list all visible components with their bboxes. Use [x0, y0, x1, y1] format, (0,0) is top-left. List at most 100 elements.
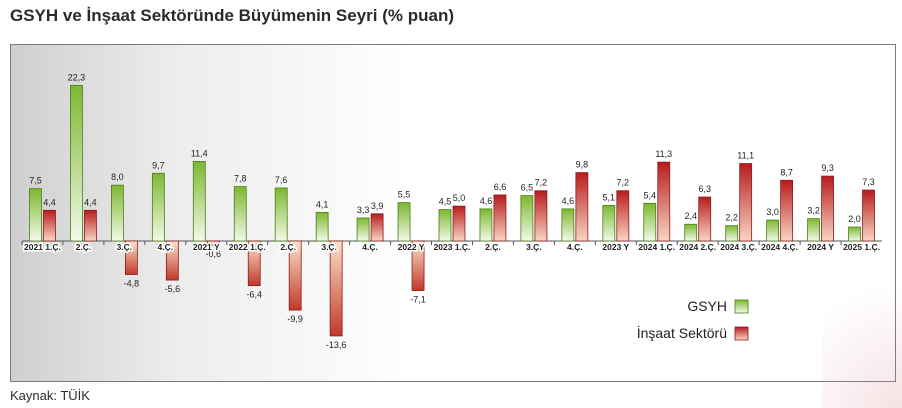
- x-tick-label: 4.Ç.: [362, 242, 378, 252]
- data-label-gsyh: 9,7: [152, 160, 165, 170]
- bar-gsyh: [192, 161, 206, 242]
- bar-insaat: [288, 240, 302, 311]
- data-label-gsyh: 2,0: [848, 214, 861, 224]
- data-label-gsyh: 11,4: [191, 148, 208, 158]
- x-tick-label: 3.Ç.: [321, 242, 337, 252]
- bar-insaat: [616, 190, 630, 242]
- data-label-insaat: 11,1: [737, 151, 754, 161]
- data-label-insaat: -7,1: [410, 295, 426, 305]
- labels-layer: 7,5 4,4 2021 1.Ç. 22,3 4,4 2.Ç. 8,0 -4,8 3.Ç. 9,7…: [23, 72, 882, 350]
- bar-gsyh: [643, 202, 657, 242]
- x-tick-label: 4.Ç.: [567, 242, 583, 252]
- legend: GSYH İnşaat Sektörü: [637, 298, 749, 341]
- bar-gsyh: [70, 84, 83, 242]
- x-tick-label: 2024 1.Ç.: [638, 242, 675, 252]
- bar-insaat: [165, 240, 179, 281]
- bar-insaat: [206, 240, 220, 246]
- data-label-gsyh: 4,5: [439, 197, 452, 207]
- data-label-insaat: 6,6: [494, 182, 507, 192]
- x-tick-label: 2022 1.Ç.: [229, 242, 266, 252]
- data-label-insaat: -13,6: [326, 340, 347, 350]
- data-label-gsyh: 3,2: [807, 206, 820, 216]
- bar-insaat: [698, 196, 712, 242]
- bar-gsyh: [807, 218, 820, 242]
- data-label-gsyh: 3,0: [766, 207, 779, 217]
- bar-gsyh: [315, 211, 329, 242]
- data-label-insaat: 5,0: [453, 193, 466, 203]
- bar-gsyh: [397, 202, 411, 242]
- x-tick-label: 2021 1.Ç.: [24, 242, 61, 252]
- x-tick-label: 2024 3.Ç.: [720, 242, 757, 252]
- data-label-insaat: 9,3: [821, 163, 834, 173]
- data-label-insaat: -6,4: [246, 290, 262, 300]
- bar-insaat: [411, 240, 425, 291]
- bar-insaat: [821, 175, 834, 242]
- bar-gsyh: [766, 219, 780, 242]
- data-label-insaat: 4,4: [84, 197, 97, 207]
- bar-insaat: [534, 190, 548, 242]
- data-label-gsyh: 6,5: [521, 183, 534, 193]
- bar-insaat: [493, 194, 507, 242]
- bar-gsyh: [274, 187, 288, 242]
- data-label-insaat: -5,6: [165, 284, 181, 294]
- bar-insaat: [370, 213, 384, 242]
- bar-gsyh: [233, 186, 247, 242]
- x-tick-label: 2022 Y: [398, 242, 425, 252]
- legend-label-insaat: İnşaat Sektörü: [637, 324, 727, 341]
- data-label-gsyh: 4,6: [480, 196, 493, 206]
- bar-gsyh: [848, 226, 861, 242]
- bar-insaat: [84, 209, 97, 242]
- data-label-gsyh: 22,3: [68, 72, 86, 82]
- data-label-gsyh: 8,0: [111, 172, 124, 182]
- x-tick-label: 2024 4.Ç.: [761, 242, 798, 252]
- x-tick-label: 3.Ç.: [117, 242, 133, 252]
- legend-label-gsyh: GSYH: [687, 298, 727, 314]
- bar-gsyh: [725, 225, 739, 242]
- bar-gsyh: [151, 172, 165, 242]
- x-tick-label: 2024 Y: [807, 242, 834, 252]
- data-label-gsyh: 2,2: [725, 213, 738, 223]
- data-label-insaat: 4,4: [43, 197, 56, 207]
- bar-gsyh: [356, 217, 370, 242]
- data-label-insaat: -0,6: [206, 249, 222, 259]
- data-label-gsyh: 5,5: [398, 190, 411, 200]
- chart-title: GSYH ve İnşaat Sektöründe Büyümenin Seyr…: [10, 6, 454, 25]
- data-label-insaat: 3,9: [371, 201, 384, 211]
- bar-insaat: [43, 209, 56, 242]
- data-label-insaat: 7,3: [862, 177, 875, 187]
- data-label-gsyh: 7,8: [234, 174, 247, 184]
- x-tick-label: 3.Ç.: [526, 242, 542, 252]
- bar-insaat: [452, 205, 466, 242]
- legend-swatch-insaat: [734, 326, 749, 341]
- x-tick-label: 2021 Y: [193, 242, 220, 252]
- legend-swatch-gsyh: [734, 299, 749, 314]
- data-label-insaat: -4,8: [124, 279, 140, 289]
- data-label-gsyh: 3,3: [357, 205, 370, 215]
- data-label-insaat: 7,2: [617, 178, 630, 188]
- data-label-insaat: 9,8: [576, 160, 589, 170]
- bar-insaat: [124, 240, 138, 275]
- data-label-gsyh: 7,5: [29, 176, 42, 186]
- bar-gsyh: [110, 184, 124, 242]
- bar-insaat: [780, 179, 794, 242]
- bar-gsyh: [479, 208, 493, 242]
- data-label-gsyh: 7,6: [275, 175, 288, 185]
- bar-insaat: [329, 240, 343, 337]
- data-label-insaat: 6,3: [698, 184, 711, 194]
- x-tick-label: 2.Ç.: [76, 242, 92, 252]
- bar-insaat: [575, 172, 589, 242]
- x-tick-label: 2023 1.Ç.: [434, 242, 471, 252]
- data-label-gsyh: 5,1: [603, 192, 616, 202]
- decorative-corner: [822, 248, 902, 408]
- data-label-insaat: 11,3: [655, 149, 672, 159]
- bar-insaat: [739, 163, 753, 242]
- bar-insaat: [657, 161, 671, 242]
- x-tick-label: 4.Ç.: [158, 242, 174, 252]
- x-tick-label: 2024 2.Ç.: [679, 242, 716, 252]
- data-label-insaat: 8,7: [780, 167, 793, 177]
- data-label-gsyh: 5,4: [644, 190, 657, 200]
- bar-insaat: [247, 240, 261, 287]
- bar-gsyh: [602, 205, 616, 242]
- x-tick-label: 2.Ç.: [280, 242, 296, 252]
- x-tick-label: 2.Ç.: [485, 242, 501, 252]
